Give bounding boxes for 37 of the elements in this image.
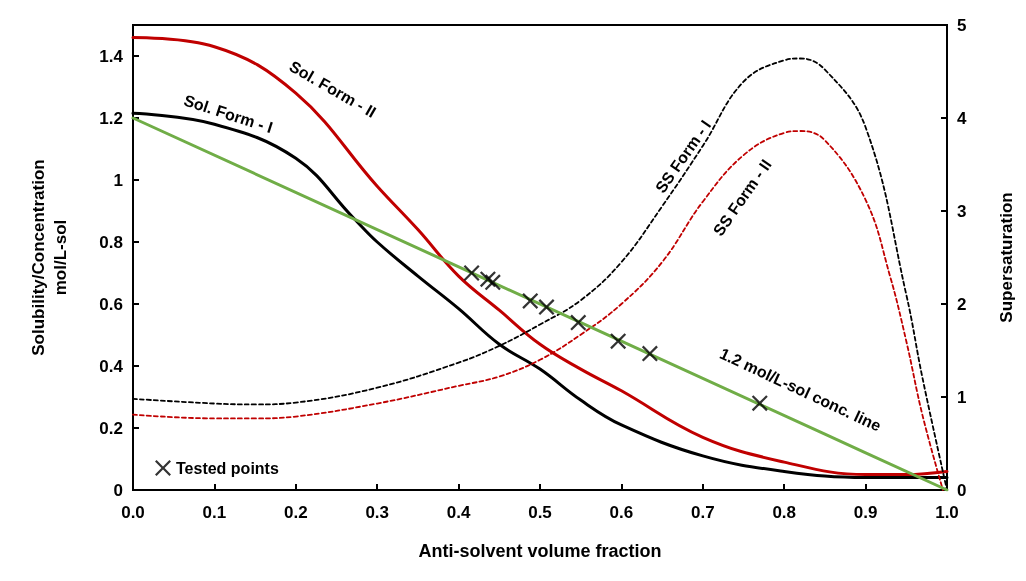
y2-tick-label: 3 (957, 201, 967, 221)
x-tick-label: 1.0 (935, 503, 959, 522)
text: Sol. Form - I (181, 91, 275, 137)
x-tick-label: 0.0 (121, 503, 145, 522)
x-tick-label: 0.2 (283, 503, 308, 522)
x-tick-label: 0.7 (690, 503, 715, 522)
x-tick-label: 0.9 (853, 503, 878, 522)
legend-label: Tested points (176, 459, 279, 477)
y2-tick-label: 0 (957, 480, 967, 500)
y2-tick-label: 2 (957, 294, 967, 314)
y-tick-label: 1.4 (99, 46, 124, 66)
point (641, 345, 658, 362)
point (463, 265, 480, 281)
y-tick-label: 1 (113, 170, 123, 190)
y2-axis-title: Supersaturation (996, 192, 1016, 323)
point (538, 299, 555, 316)
y-axis-title: Solubility/Concentration mol/L-sol (28, 159, 70, 356)
x-axis-title: Anti-solvent volume fraction (418, 541, 662, 561)
y-tick-label: 0 (113, 480, 123, 500)
x-tick-label: 0.4 (446, 503, 471, 522)
y-tick-label: 1.2 (99, 108, 123, 128)
y-tick-label: 0.4 (99, 356, 124, 376)
point (570, 314, 587, 331)
x-tick-label: 0.5 (528, 503, 552, 522)
x-tick-label: 0.8 (772, 503, 797, 522)
y-tick-label: 0.8 (99, 232, 123, 252)
y2-tick-label: 1 (957, 387, 967, 407)
point (484, 274, 501, 291)
point (522, 292, 539, 309)
x-tick-label: 0.6 (609, 503, 634, 522)
y-tick-label: 0.2 (99, 418, 123, 438)
y-tick-label: 0.6 (99, 294, 123, 314)
x-tick-label: 0.3 (365, 503, 390, 522)
y2-tick-label: 4 (957, 108, 967, 128)
y2-tick-label: 5 (957, 15, 967, 35)
x-tick-label: 0.1 (202, 503, 227, 522)
point (610, 333, 627, 350)
